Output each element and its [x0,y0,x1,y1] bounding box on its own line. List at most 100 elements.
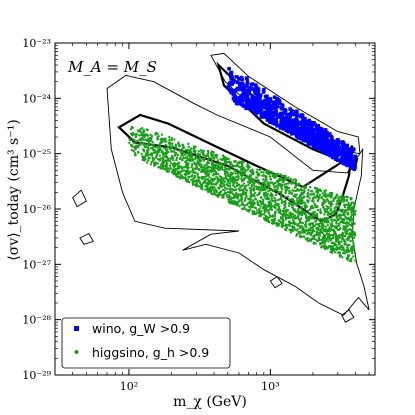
higgsino-point [149,163,153,166]
higgsino-point [345,221,349,225]
wino-point [353,162,357,166]
higgsino-point [259,189,262,192]
wino-point [266,98,271,103]
higgsino-point [241,167,244,171]
higgsino-point [266,171,269,175]
wino-point [304,139,308,143]
higgsino-point [320,241,323,245]
higgsino-point [301,197,304,200]
wino-point [321,137,325,141]
higgsino-point [350,247,353,250]
higgsino-point [223,162,226,166]
higgsino-point [285,182,288,186]
higgsino-point [167,159,170,162]
higgsino-point [219,190,223,193]
wino-point [245,96,249,101]
higgsino-point [171,158,175,162]
higgsino-point [335,193,339,196]
wino-point [331,152,335,157]
higgsino-point [340,208,343,211]
higgsino-point [188,155,192,158]
higgsino-point [323,213,326,216]
higgsino-point [331,241,335,244]
higgsino-point [331,220,334,223]
higgsino-point [288,224,292,227]
higgsino-point [264,187,268,191]
higgsino-point [262,213,266,216]
higgsino-point [238,199,241,202]
higgsino-point [187,175,190,179]
higgsino-point [296,183,300,186]
higgsino-point [169,146,172,149]
wino-point [316,129,321,133]
wino-point [295,109,299,113]
wino-point [259,114,264,119]
higgsino-point [312,237,316,241]
higgsino-point [335,248,339,251]
higgsino-point [346,257,350,261]
higgsino-point [298,224,301,228]
higgsino-point [315,239,318,242]
wino-point [327,147,331,152]
higgsino-point [202,149,205,153]
wino-point [237,98,242,102]
higgsino-point [252,193,255,196]
higgsino-point [151,140,154,144]
wino-point [304,135,308,139]
wino-point [300,132,305,137]
higgsino-point [268,204,271,207]
wino-point [303,117,307,121]
higgsino-point [214,193,217,197]
wino-point [318,142,322,147]
higgsino-point [184,153,187,156]
higgsino-point [238,204,241,208]
wino-point [230,81,235,86]
higgsino-point [187,145,190,148]
wino-point [307,142,312,146]
wino-point [311,131,316,135]
wino-point [338,149,343,154]
wino-point [265,94,269,99]
wino-point [239,82,244,87]
higgsino-point [231,180,235,183]
higgsino-point [267,169,270,173]
higgsino-point [291,198,295,201]
higgsino-point [235,191,238,195]
higgsino-point [298,183,301,186]
wino-point [323,144,328,149]
higgsino-point [276,208,279,211]
higgsino-point [201,153,205,157]
higgsino-point [288,228,291,231]
higgsino-point [260,196,263,199]
higgsino-point [170,146,174,149]
higgsino-point [328,230,331,233]
higgsino-point [250,187,253,191]
higgsino-point [248,165,251,169]
higgsino-point [352,202,356,205]
higgsino-point [309,193,312,196]
higgsino-point [264,176,268,179]
higgsino-point [349,258,352,261]
wino-point [345,146,350,151]
higgsino-point [312,241,316,244]
higgsino-point [227,200,231,204]
higgsino-point [205,174,209,177]
higgsino-point [206,152,210,156]
higgsino-point [314,219,318,222]
higgsino-point [280,194,283,197]
wino-point [277,123,281,128]
higgsino-point [228,182,232,185]
wino-point [261,102,266,107]
higgsino-point [290,192,293,195]
higgsino-point [290,203,293,206]
higgsino-point [287,220,291,223]
higgsino-point [329,205,333,208]
higgsino-point [283,211,286,214]
wino-point [254,85,259,90]
higgsino-point [252,181,255,184]
higgsino-point [244,196,247,200]
higgsino-point [267,200,270,204]
higgsino-point [311,213,315,216]
higgsino-point [329,196,333,199]
higgsino-point [152,151,156,155]
